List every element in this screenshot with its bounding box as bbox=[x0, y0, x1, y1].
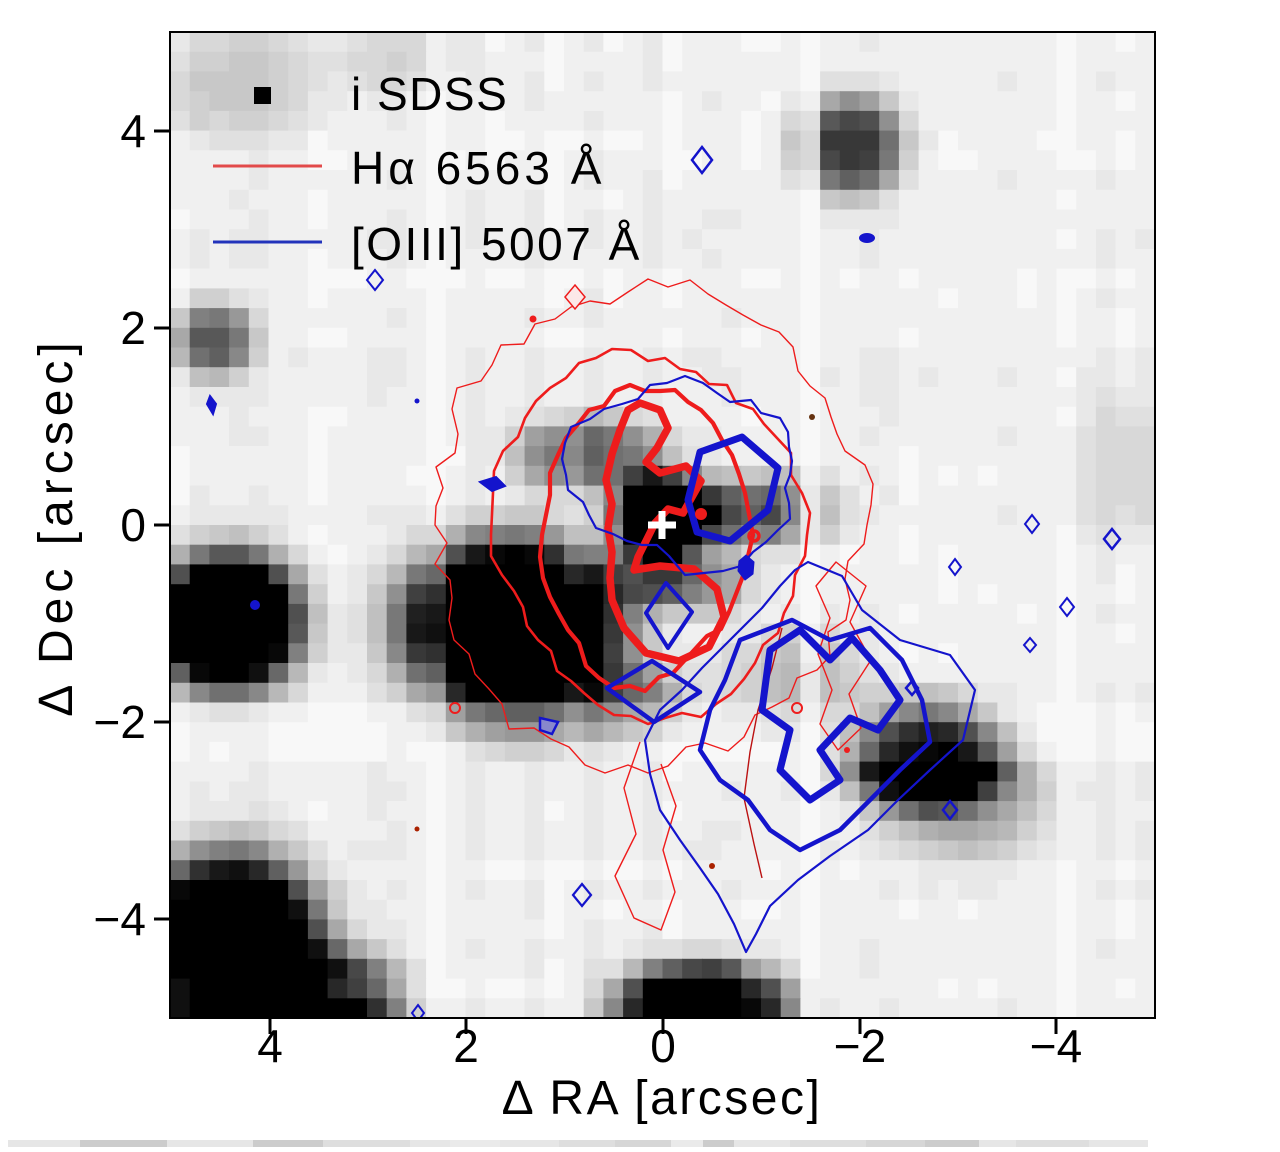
svg-text:0: 0 bbox=[120, 499, 146, 551]
svg-text:[OIII] 5007 Å: [OIII] 5007 Å bbox=[351, 218, 642, 270]
svg-text:−4: −4 bbox=[94, 893, 146, 945]
svg-text:i SDSS: i SDSS bbox=[351, 68, 508, 120]
svg-text:Hα 6563 Å: Hα 6563 Å bbox=[351, 142, 605, 194]
svg-text:−2: −2 bbox=[834, 1020, 886, 1072]
svg-text:0: 0 bbox=[650, 1020, 676, 1072]
svg-text:2: 2 bbox=[453, 1020, 479, 1072]
svg-text:Δ RA [arcsec]: Δ RA [arcsec] bbox=[502, 1072, 823, 1125]
svg-text:−2: −2 bbox=[94, 696, 146, 748]
svg-text:Δ Dec [arcsec]: Δ Dec [arcsec] bbox=[30, 337, 83, 717]
svg-text:2: 2 bbox=[120, 302, 146, 354]
svg-text:4: 4 bbox=[257, 1020, 283, 1072]
svg-text:4: 4 bbox=[120, 105, 146, 157]
svg-text:−4: −4 bbox=[1030, 1020, 1082, 1072]
